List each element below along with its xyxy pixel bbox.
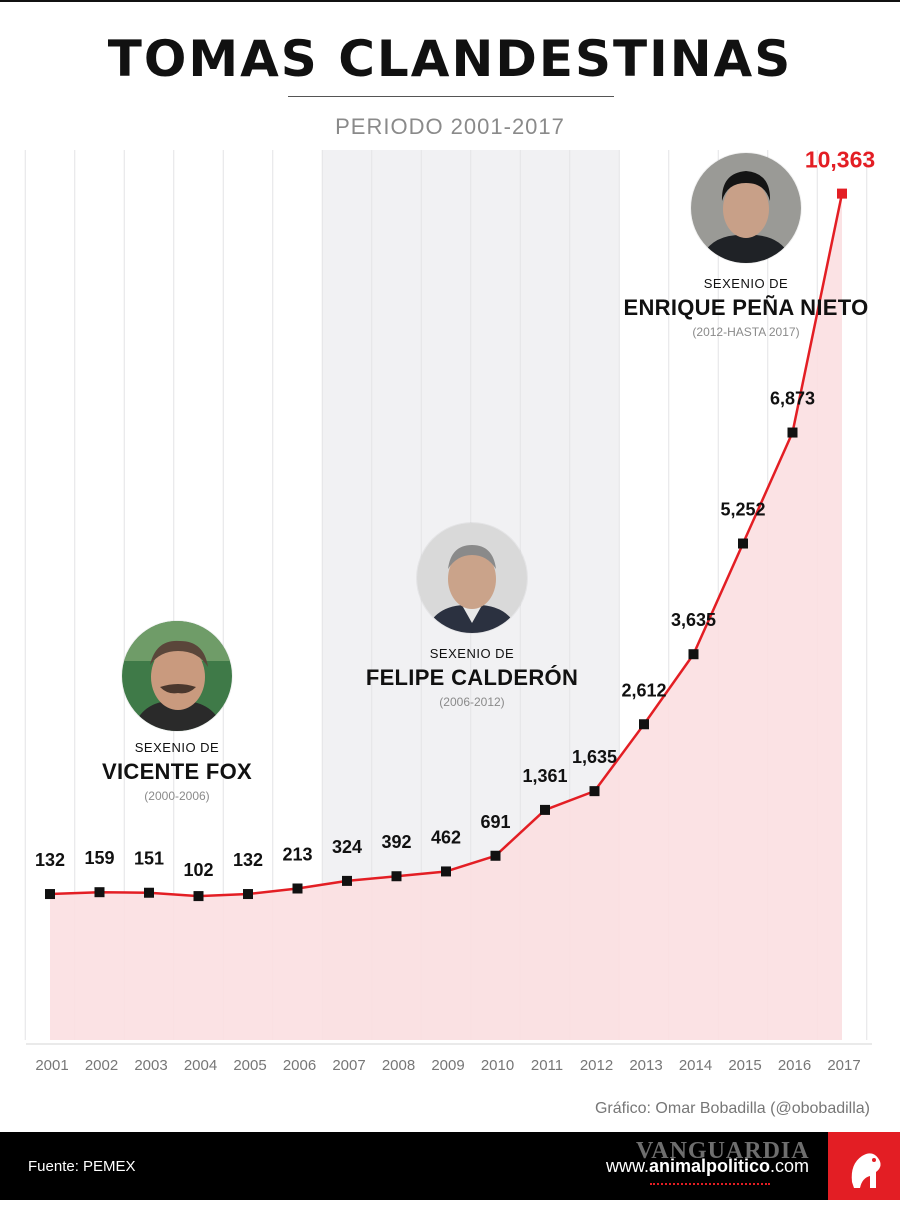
area-fill <box>50 193 842 1041</box>
page-subtitle: PERIODO 2001-2017 <box>335 114 565 139</box>
president-term: (2006-2012) <box>439 695 505 709</box>
data-label: 6,873 <box>770 389 815 409</box>
president-fox-label: SEXENIO DE VICENTE FOX (2000-2006) <box>52 740 302 803</box>
data-label: 10,363 <box>805 147 875 173</box>
x-tick-label: 2005 <box>233 1057 266 1074</box>
data-label: 324 <box>332 837 362 857</box>
data-point <box>688 649 699 660</box>
president-pena-label: SEXENIO DE ENRIQUE PEÑA NIETO (2012-HAST… <box>611 276 881 339</box>
data-label: 392 <box>381 832 411 852</box>
president-name: FELIPE CALDERÓN <box>365 665 579 690</box>
page-title: TOMAS CLANDESTINAS <box>107 30 793 88</box>
x-tick-label: 2009 <box>431 1057 464 1074</box>
data-point <box>441 866 451 877</box>
data-source: Fuente: PEMEX <box>28 1158 136 1175</box>
president-term: (2000-2006) <box>144 789 210 803</box>
top-rule <box>0 0 900 2</box>
x-tick-label: 2013 <box>629 1057 662 1074</box>
x-tick-label: 2014 <box>679 1057 712 1074</box>
site-prefix: www. <box>606 1156 650 1176</box>
x-tick-label: 2002 <box>85 1057 118 1074</box>
data-label: 132 <box>233 850 263 870</box>
portrait-enrique-pena-nieto <box>691 153 801 263</box>
data-label: 213 <box>282 844 312 864</box>
data-label: 3,635 <box>671 610 716 630</box>
data-label: 159 <box>84 848 114 868</box>
footer-bar: Fuente: PEMEX VANGUARDIA www.animalpolit… <box>0 1132 900 1200</box>
data-point <box>589 786 600 797</box>
site-underline <box>650 1180 770 1185</box>
sexenio-prefix: SEXENIO DE <box>429 646 515 661</box>
portrait-felipe-calderon <box>417 523 527 633</box>
x-tick-label: 2008 <box>382 1057 415 1074</box>
x-tick-label: 2003 <box>134 1057 167 1074</box>
portrait-vicente-fox <box>122 621 232 731</box>
data-label: 1,361 <box>522 766 567 786</box>
x-tick-label: 2015 <box>728 1057 761 1074</box>
x-tick-label: 2017 <box>827 1057 860 1074</box>
data-label: 462 <box>431 827 461 847</box>
data-point <box>144 887 154 898</box>
x-tick-label: 2001 <box>35 1057 68 1074</box>
data-point <box>243 889 253 900</box>
data-point <box>738 538 748 549</box>
x-tick-label: 2007 <box>332 1057 365 1074</box>
president-name: ENRIQUE PEÑA NIETO <box>623 295 869 320</box>
data-point <box>540 804 550 815</box>
president-term: (2012-HASTA 2017) <box>692 325 800 339</box>
brand-animal-icon <box>851 1153 881 1188</box>
data-point <box>292 883 303 894</box>
data-point <box>837 188 847 199</box>
x-tick-label: 2012 <box>580 1057 613 1074</box>
graphic-credit: Gráfico: Omar Bobadilla (@obobadilla) <box>594 1100 870 1117</box>
brand-logo <box>828 1132 900 1200</box>
data-point <box>639 719 649 730</box>
data-label: 691 <box>480 812 510 832</box>
data-point <box>193 891 204 902</box>
data-point <box>94 887 105 898</box>
site-suffix: .com <box>770 1156 810 1176</box>
data-point <box>787 427 798 438</box>
title-divider <box>288 96 614 97</box>
data-point <box>490 850 501 861</box>
data-point <box>45 889 55 900</box>
president-name: VICENTE FOX <box>102 759 252 784</box>
sexenio-prefix: SEXENIO DE <box>134 740 220 755</box>
sexenio-prefix: SEXENIO DE <box>703 276 789 291</box>
site-name: animalpolitico <box>649 1156 771 1176</box>
data-label: 5,252 <box>720 500 765 520</box>
data-point <box>391 871 402 882</box>
x-tick-label: 2011 <box>531 1057 563 1074</box>
data-label: 2,612 <box>621 680 666 700</box>
watermark-logo: VANGUARDIA <box>636 1138 810 1164</box>
x-tick-label: 2016 <box>778 1057 811 1074</box>
data-point <box>342 875 352 886</box>
president-calderon-label: SEXENIO DE FELIPE CALDERÓN (2006-2012) <box>332 646 612 709</box>
data-label: 151 <box>134 849 164 869</box>
x-tick-label: 2004 <box>184 1057 217 1074</box>
data-label: 132 <box>35 850 65 870</box>
chart: 132 159 151 102 132 213 324 392 462 691 1,3611,635… <box>24 147 875 1074</box>
site-link[interactable]: www.animalpolitico.com <box>606 1156 809 1177</box>
data-label: 1,635 <box>572 747 617 767</box>
x-tick-label: 2006 <box>283 1057 316 1074</box>
x-tick-label: 2010 <box>481 1057 514 1074</box>
data-label: 102 <box>183 860 213 880</box>
